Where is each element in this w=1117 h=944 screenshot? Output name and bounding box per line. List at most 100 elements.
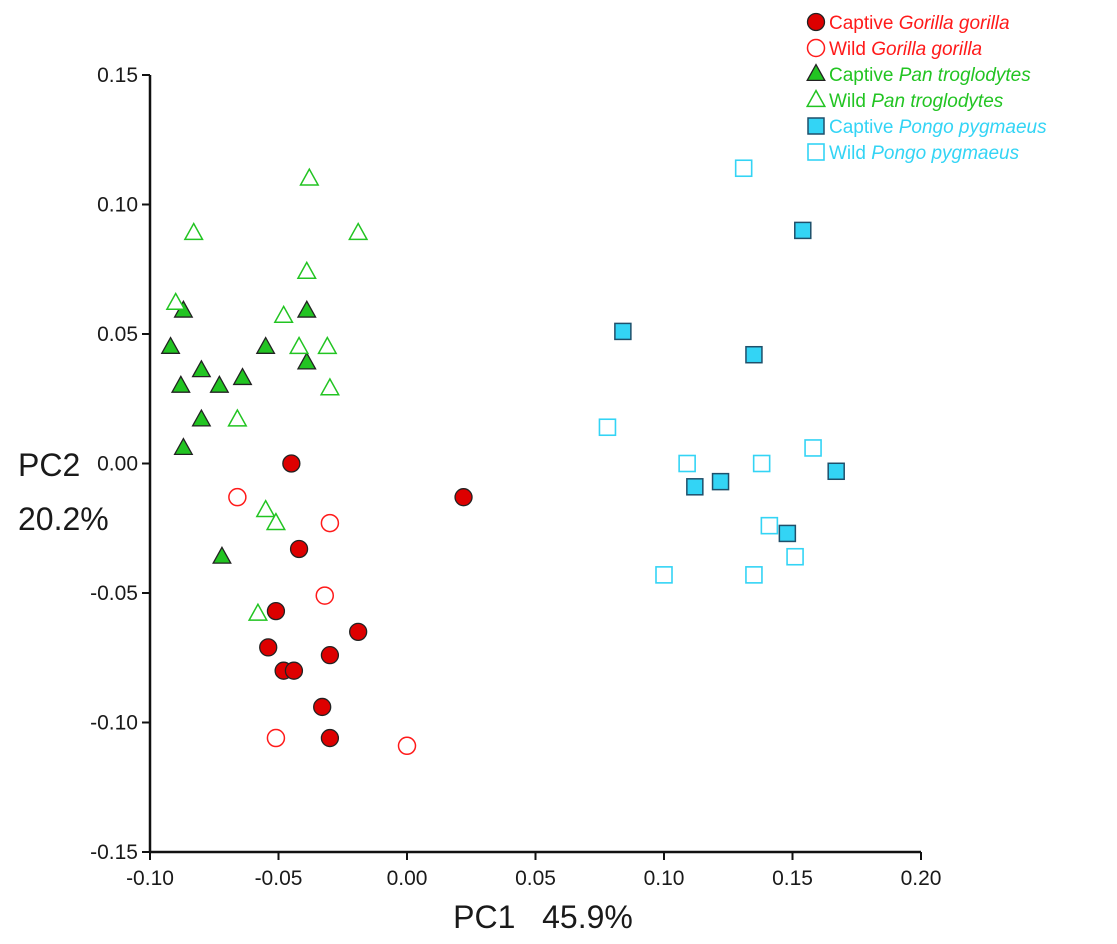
legend-marker xyxy=(807,143,825,161)
data-point xyxy=(170,375,191,393)
y-tick-label: 0.00 xyxy=(97,453,138,476)
data-point xyxy=(296,351,317,370)
data-point xyxy=(598,418,617,437)
legend-species: Gorilla gorilla xyxy=(899,13,1010,34)
x-axis-title: PC1 45.9% xyxy=(453,899,633,935)
legend-entry: Wild Pan troglodytes xyxy=(829,91,1004,112)
data-point xyxy=(273,304,294,324)
data-point xyxy=(259,638,278,657)
series-captive-gorilla-gorilla xyxy=(259,454,473,748)
legend-entry: Captive Gorilla gorilla xyxy=(829,13,1010,34)
data-point xyxy=(232,367,253,386)
y-tick-label: -0.05 xyxy=(90,582,138,605)
legend-prefix: Captive xyxy=(829,13,899,34)
data-point xyxy=(349,622,368,641)
data-point xyxy=(734,159,753,178)
y-axis-title-variance: 20.2% xyxy=(18,501,109,537)
data-point xyxy=(288,335,310,355)
data-point xyxy=(255,336,276,354)
data-point xyxy=(265,512,287,531)
data-point xyxy=(160,336,181,354)
data-point xyxy=(315,586,335,605)
data-point xyxy=(173,437,194,455)
data-point xyxy=(745,345,763,364)
legend-entry: Wild Pongo pygmaeus xyxy=(829,143,1020,164)
data-point xyxy=(296,299,317,318)
data-point xyxy=(655,566,673,584)
data-point xyxy=(745,566,763,584)
data-point xyxy=(191,408,212,427)
y-tick-label: -0.10 xyxy=(90,712,138,735)
data-point xyxy=(786,547,804,566)
data-point xyxy=(266,728,286,748)
data-point xyxy=(296,260,317,279)
series-wild-gorilla-gorilla xyxy=(228,487,417,756)
data-point xyxy=(313,697,332,717)
data-point xyxy=(686,478,704,496)
x-tick-label: 0.05 xyxy=(515,867,556,890)
data-point xyxy=(827,462,845,481)
data-point xyxy=(209,375,230,393)
data-point xyxy=(348,222,369,241)
data-point xyxy=(752,454,771,473)
series-wild-pongo-pygmaeus xyxy=(598,159,822,584)
legend-entry: Captive Pongo pygmaeus xyxy=(829,117,1047,138)
y-axis-title-pc: PC2 xyxy=(18,447,80,483)
x-tick-label: -0.10 xyxy=(126,867,174,890)
x-tick-label: 0.15 xyxy=(772,867,813,890)
data-point xyxy=(320,728,340,748)
data-point xyxy=(711,472,730,491)
data-point xyxy=(165,291,186,311)
data-point xyxy=(212,545,232,564)
axes: 0.15 0.10 0.05 0.00 -0.05 -0.10 -0.15 -0.10 -0.0… xyxy=(90,64,941,890)
x-tick-label: 0.10 xyxy=(644,867,685,890)
data-point xyxy=(289,539,309,559)
legend-prefix: Captive xyxy=(829,117,899,138)
data-point xyxy=(320,646,340,665)
legend-marker xyxy=(807,117,825,135)
data-points xyxy=(160,159,845,756)
data-point xyxy=(227,408,248,427)
x-tick-label: -0.05 xyxy=(255,867,303,890)
data-point xyxy=(678,454,696,473)
legend-marker xyxy=(806,63,826,82)
data-point xyxy=(397,736,417,756)
legend-species: Gorilla gorilla xyxy=(871,39,982,60)
series-captive-pongo-pygmaeus xyxy=(614,221,845,543)
legend-marker xyxy=(805,89,827,108)
legend-prefix: Wild xyxy=(829,91,871,112)
y-tick-label: -0.15 xyxy=(90,841,138,864)
legend-prefix: Captive xyxy=(829,65,899,86)
legend-marker xyxy=(806,38,826,58)
data-point xyxy=(183,222,204,241)
y-tick-label: 0.05 xyxy=(97,323,138,346)
x-tick-label: 0.00 xyxy=(387,867,428,890)
data-point xyxy=(319,377,340,396)
data-point xyxy=(320,513,340,533)
legend-marker xyxy=(806,12,826,32)
data-point xyxy=(299,167,320,186)
data-point xyxy=(804,439,822,457)
data-point xyxy=(228,487,247,507)
data-point xyxy=(760,516,779,535)
legend-entry: Wild Gorilla gorilla xyxy=(829,39,982,60)
series-wild-pan-troglodytes xyxy=(165,167,369,621)
data-point xyxy=(255,499,276,518)
legend-species: Pan troglodytes xyxy=(871,91,1004,112)
data-point xyxy=(778,524,797,543)
legend-species: Pongo pygmaeus xyxy=(871,143,1019,164)
y-tick-label: 0.10 xyxy=(97,194,138,217)
data-point xyxy=(454,488,473,507)
legend-prefix: Wild xyxy=(829,143,871,164)
data-point xyxy=(794,221,812,240)
data-point xyxy=(284,661,304,680)
series-captive-pan-troglodytes xyxy=(160,299,317,564)
data-point xyxy=(614,322,632,341)
y-tick-label: 0.15 xyxy=(97,64,138,87)
legend-species: Pan troglodytes xyxy=(899,65,1032,86)
legend-species: Pongo pygmaeus xyxy=(899,117,1047,138)
data-point xyxy=(266,601,286,621)
x-tick-label: 0.20 xyxy=(901,867,942,890)
